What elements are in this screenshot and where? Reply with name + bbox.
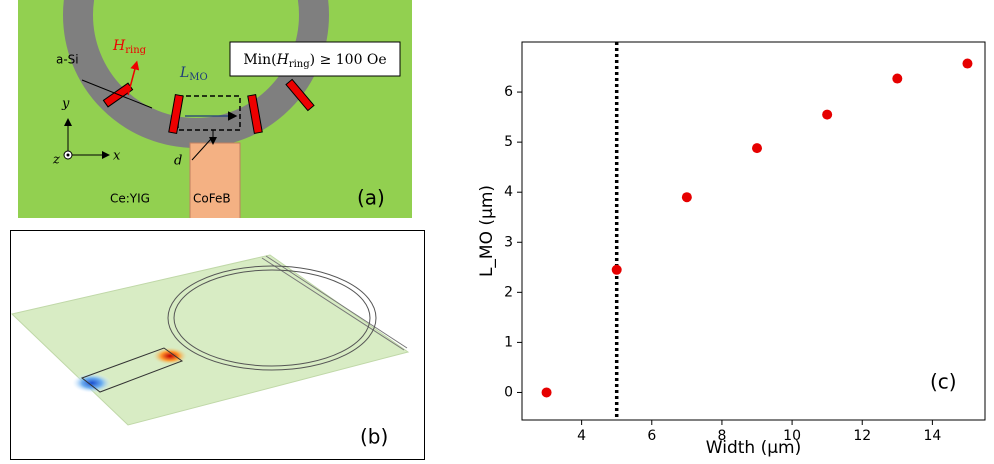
label: y	[61, 97, 70, 112]
panel-label: (c)	[930, 370, 957, 394]
panel-label: (b)	[360, 425, 388, 449]
y-tick-label: 4	[504, 184, 513, 200]
y-tick-label: 2	[504, 284, 513, 300]
x-tick-label: 14	[923, 428, 941, 444]
cofeb-block	[190, 143, 240, 223]
point	[752, 143, 762, 153]
panel-b: (b)	[11, 231, 425, 460]
x-axis-label: Width (μm)	[706, 438, 801, 458]
label: x	[113, 149, 121, 164]
y-tick-label: 0	[504, 384, 513, 400]
plot-frame	[522, 42, 985, 420]
label: a-Si	[56, 53, 79, 67]
label: z	[52, 153, 60, 168]
point	[542, 387, 552, 397]
y-tick-label: 6	[504, 84, 513, 100]
condition: Min(Hring) ≥ 100 Oe	[243, 52, 386, 70]
figure: a-Si Hring LMO Min(Hring) ≥ 100 Oe y x z…	[0, 0, 994, 460]
x-tick-label: 6	[647, 428, 656, 444]
axis-origin	[67, 154, 70, 157]
x-tick-label: 4	[577, 428, 586, 444]
field-hotspot	[152, 347, 188, 365]
label: d	[174, 154, 182, 169]
y-tick-label: 1	[504, 334, 513, 350]
y-axis-label: L_MO (μm)	[477, 185, 497, 277]
panel-label: (a)	[357, 186, 385, 210]
point	[682, 192, 692, 202]
page: {"panel_a": { "material_top": "a-Si", "h…	[0, 0, 994, 460]
point	[892, 74, 902, 84]
y-tick-label: 3	[504, 234, 513, 250]
label: Ce:YIG	[110, 192, 150, 206]
panel-a	[18, 0, 412, 223]
x-tick-label: 12	[853, 428, 871, 444]
point	[822, 110, 832, 120]
point	[962, 59, 972, 69]
label: CoFeB	[193, 192, 231, 206]
point	[612, 265, 622, 275]
y-tick-label: 5	[504, 134, 513, 150]
